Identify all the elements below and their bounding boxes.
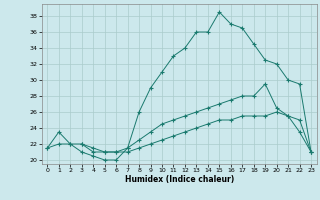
X-axis label: Humidex (Indice chaleur): Humidex (Indice chaleur) <box>124 175 234 184</box>
